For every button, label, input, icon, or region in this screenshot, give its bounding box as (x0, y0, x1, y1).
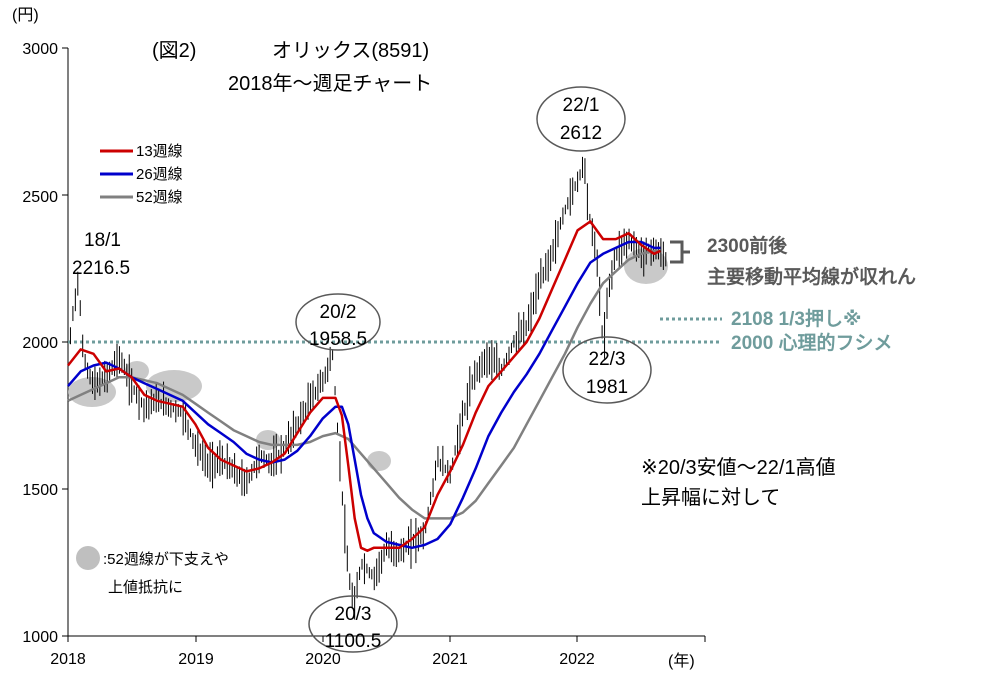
x-tick-label: 2018 (50, 651, 86, 668)
support-note-1: :52週線が下支えや (103, 551, 229, 568)
x-tick-label: 2019 (178, 651, 214, 668)
moving-averages (67, 220, 661, 552)
y-axis-unit: (円) (12, 7, 39, 24)
annotation-2201-date: 22/1 (563, 95, 600, 116)
annotation-2203-value: 1981 (586, 377, 628, 398)
legend-label-ma13: 13週線 (136, 143, 183, 160)
annotation-2201-value: 2612 (560, 123, 602, 144)
convergence-note-2: 主要移動平均線が収れん (707, 265, 916, 288)
legend-label-ma52: 52週線 (136, 189, 183, 206)
footnote-2: 上昇幅に対して (641, 486, 780, 509)
y-tick-label: 3000 (22, 41, 58, 58)
annotation-2002-value: 1958.5 (309, 329, 367, 350)
label-2108: 2108 1/3押し※ (731, 307, 861, 330)
ma52-line (67, 249, 661, 520)
annotation-2003-value: 1100.5 (325, 631, 382, 652)
x-axis-unit: (年) (668, 652, 695, 670)
chart-title: オリックス(8591) (272, 39, 429, 62)
annotation-2201-oval (536, 86, 626, 152)
y-tick-label: 2500 (22, 189, 58, 206)
y-tick-label: 2000 (22, 335, 58, 352)
chart-subtitle: 2018年〜週足チャート (228, 72, 432, 95)
annotation-2002-date: 20/2 (320, 302, 357, 323)
annotation-2002-oval (295, 293, 381, 351)
y-tick-label: 1000 (22, 629, 58, 646)
y-tick-label: 1500 (22, 482, 58, 499)
legend: 13週線 26週線 52週線 (100, 143, 183, 206)
support-legend-swatch (76, 546, 100, 570)
y-axis: 3000 2500 2000 1500 1000 (22, 41, 69, 646)
x-axis: 2018 2019 2020 2021 2022 (年) (50, 635, 706, 670)
x-tick-label: 2020 (305, 651, 341, 668)
highlight-oval (367, 451, 391, 471)
ma26-line (67, 240, 661, 550)
convergence-note-1: 2300前後 (707, 234, 788, 257)
figure-number: (図2) (152, 40, 196, 62)
annotation-1801-value: 2216.5 (72, 258, 130, 279)
x-tick-label: 2022 (559, 651, 595, 668)
ma13-line (67, 220, 661, 552)
annotation-2203-oval (562, 336, 652, 404)
convergence-bracket (670, 240, 690, 264)
x-tick-label: 2021 (432, 651, 468, 668)
annotation-2003-date: 20/3 (335, 604, 372, 625)
annotation-1801-date: 18/1 (84, 230, 121, 251)
highlight-oval (146, 370, 202, 402)
annotation-2203-date: 22/3 (589, 349, 626, 370)
support-note-2: 上値抵抗に (108, 579, 183, 596)
annotation-2003-oval (308, 595, 398, 653)
legend-label-ma26: 26週線 (136, 166, 183, 183)
footnote-1: ※20/3安値〜22/1高値 (641, 456, 836, 479)
label-2000: 2000 心理的フシメ (731, 331, 893, 354)
